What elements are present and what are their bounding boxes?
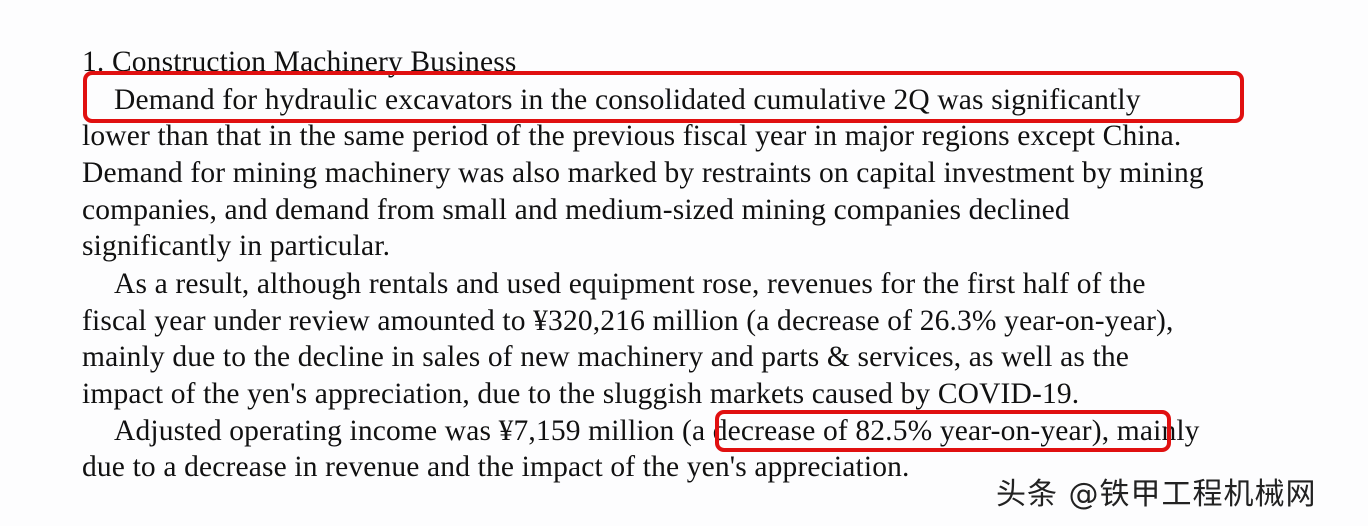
watermark: 头条 @铁甲工程机械网 bbox=[996, 477, 1317, 512]
paragraph-line: due to a decrease in revenue and the imp… bbox=[82, 451, 910, 483]
income-text: Adjusted operating income was ¥7,159 mil… bbox=[114, 415, 682, 447]
paragraph-line-income: Adjusted operating income was ¥7,159 mil… bbox=[114, 413, 1200, 449]
paragraph-line: As a result, although rentals and used e… bbox=[114, 268, 1146, 300]
highlight-box-demand bbox=[83, 71, 1244, 123]
income-highlighted-text: (a decrease of 82.5% year-on-year) bbox=[681, 415, 1102, 447]
paragraph-line: Demand for hydraulic excavators in the c… bbox=[114, 84, 1141, 116]
highlight-box-decrease bbox=[715, 410, 1171, 452]
paragraph-line: mainly due to the decline in sales of ne… bbox=[82, 341, 1130, 373]
paragraph-line: impact of the yen's appreciation, due to… bbox=[82, 378, 1080, 410]
paragraph-line: fiscal year under review amounted to ¥32… bbox=[82, 305, 1174, 337]
paragraph-line: companies, and demand from small and med… bbox=[82, 194, 1070, 226]
income-text-after: , mainly bbox=[1101, 415, 1200, 447]
paragraph-line: significantly in particular. bbox=[82, 230, 391, 262]
paragraph-line: Demand for mining machinery was also mar… bbox=[82, 157, 1204, 189]
paragraph-line: lower than that in the same period of th… bbox=[82, 120, 1182, 152]
